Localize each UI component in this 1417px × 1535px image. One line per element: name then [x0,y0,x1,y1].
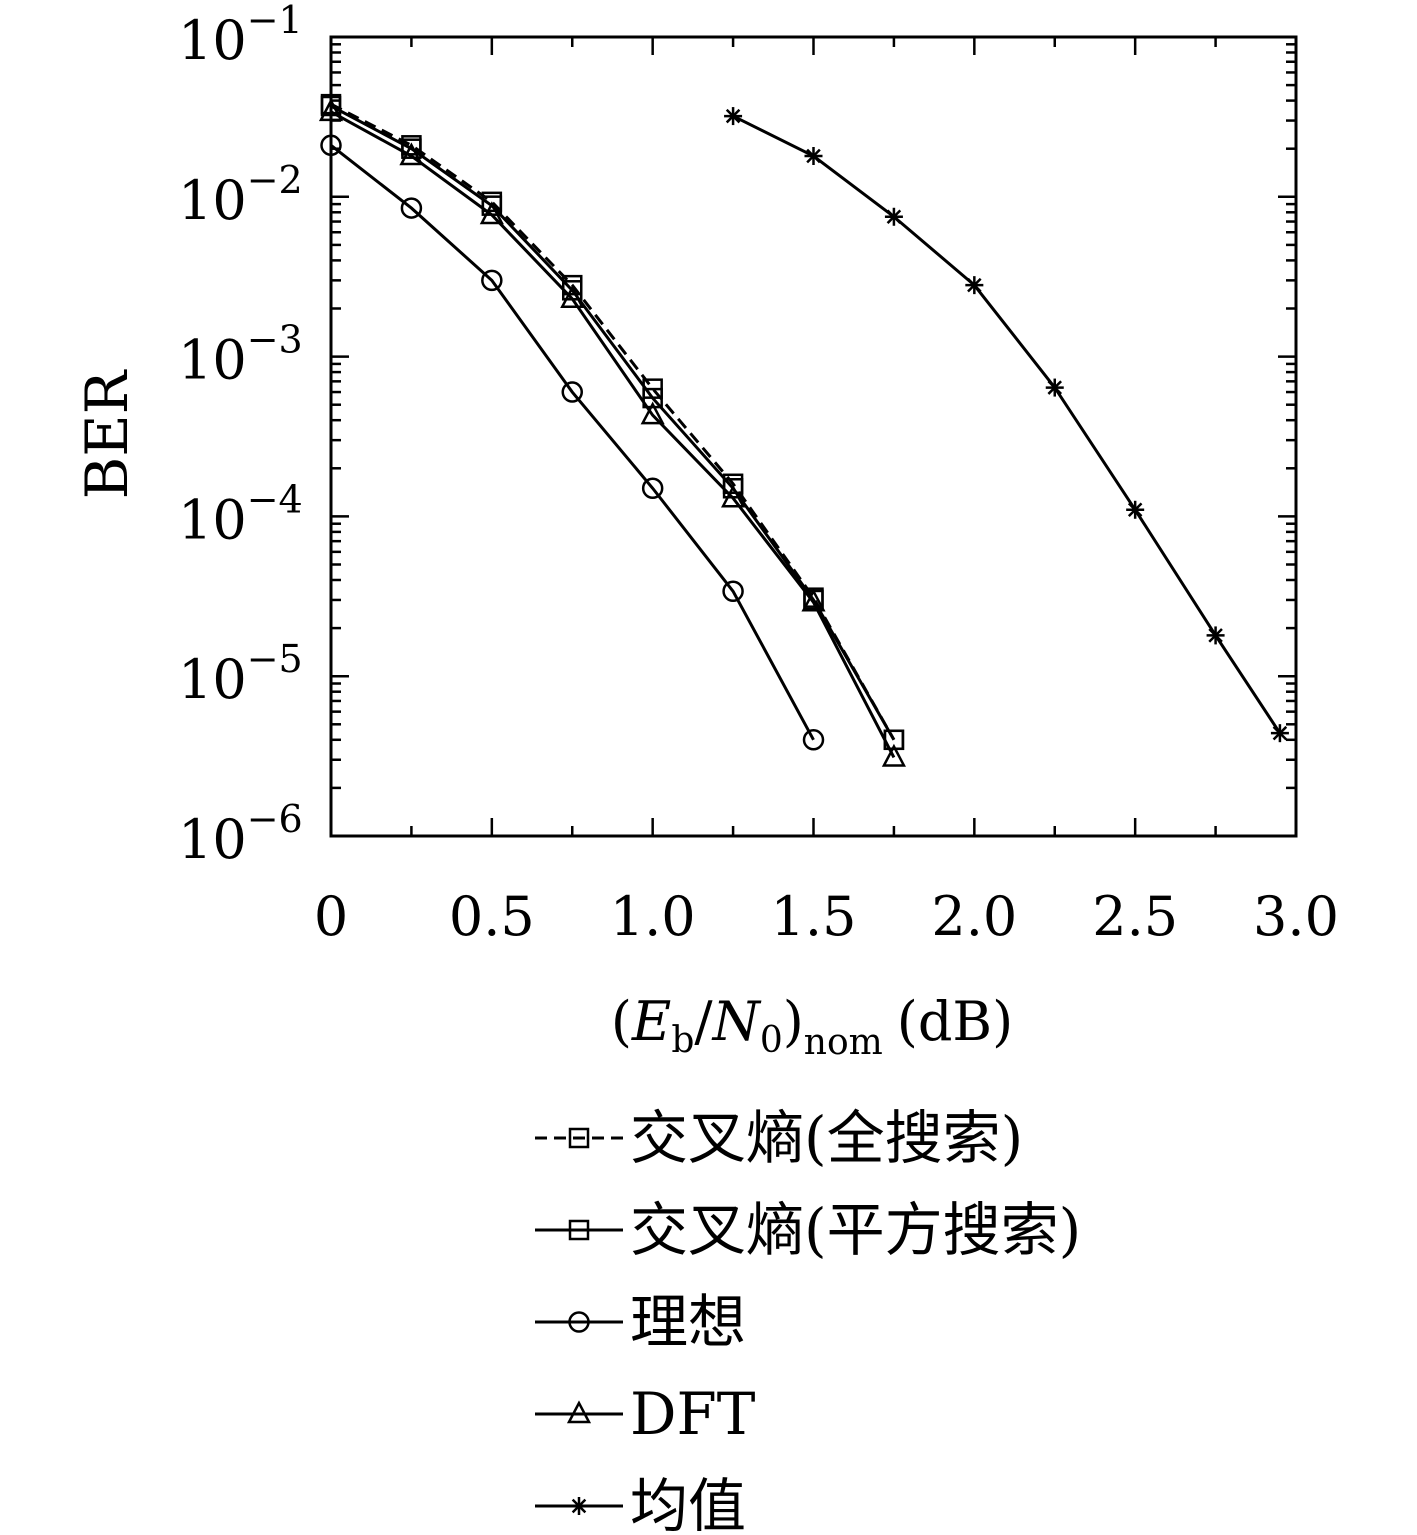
x-tick-label: 0.5 [449,885,535,948]
series-line [732,114,1282,735]
legend-label: 理想 [630,1288,746,1356]
legend-marker [566,1400,592,1424]
legend-label: 交叉熵(平方搜索) [630,1196,1081,1264]
series-line [330,102,896,741]
data-point [721,484,746,508]
legend-item: DFT [535,1380,756,1448]
legend-item: 交叉熵(全搜索) [535,1104,1023,1172]
series-3 [320,134,825,751]
y-axis-title: BER [73,368,141,499]
x-axis-title: (Eb/N0)nom (dB) [611,990,1013,1063]
data-point [479,201,504,225]
data-point [642,387,663,409]
y-tick-label: 10−6 [178,797,303,871]
data-point [1126,500,1145,519]
series-line [330,104,896,741]
legend-marker [568,1311,590,1333]
y-tick-label: 10−1 [178,0,303,72]
data-point [641,477,664,500]
data-point [399,142,424,166]
data-point [640,401,665,425]
series-line [330,144,815,741]
data-point [400,197,423,219]
data-point [1045,378,1064,397]
x-tick-label: 1.5 [771,885,857,948]
series-layer [318,93,1289,767]
series-2 [320,95,905,751]
data-point [965,276,984,295]
legend: 交叉熵(全搜索) 交叉熵(平方搜索) 理想 DFT 均值 [535,1104,1081,1535]
series-5 [724,107,1289,743]
x-tick-label: 0 [314,885,348,948]
legend-item: 均值 [535,1472,746,1535]
data-point [318,98,344,122]
data-point [881,743,906,767]
data-point [320,134,342,157]
axis-ticks [329,35,1298,838]
data-point [801,588,826,612]
y-tick-label: 10−5 [178,637,303,711]
data-point [1206,626,1225,645]
legend-item: 交叉熵(平方搜索) [535,1196,1081,1264]
x-tick-label: 3.0 [1253,885,1339,948]
data-point [722,580,744,603]
data-point [560,285,585,309]
x-tick-label: 2.5 [1092,885,1178,948]
x-tick-label: 1.0 [610,885,696,948]
x-tick-label: 2.0 [931,885,1017,948]
data-point [1270,724,1289,743]
legend-marker [568,1127,590,1149]
data-point [320,95,342,117]
series-1 [320,93,905,751]
legend-marker [570,1497,588,1515]
data-point [561,381,583,403]
tick-labels: 0 0.5 1.0 1.5 2.0 2.5 3.0 10−1 10−2 10−3 10−4 10−5 1… [178,0,1339,948]
legend-label: DFT [630,1380,756,1448]
legend-label: 均值 [630,1472,746,1535]
data-point [804,147,823,166]
data-point [724,107,743,126]
legend-label: 交叉熵(全搜索) [630,1104,1023,1172]
series-line [330,110,896,759]
data-point [802,729,825,751]
legend-item: 理想 [535,1288,746,1356]
y-tick-label: 10−2 [178,158,303,232]
y-tick-label: 10−3 [178,318,303,392]
data-point [481,269,503,292]
data-point [884,207,903,226]
legend-marker [568,1219,590,1241]
series-4 [318,98,906,767]
y-tick-label: 10−4 [178,477,303,551]
